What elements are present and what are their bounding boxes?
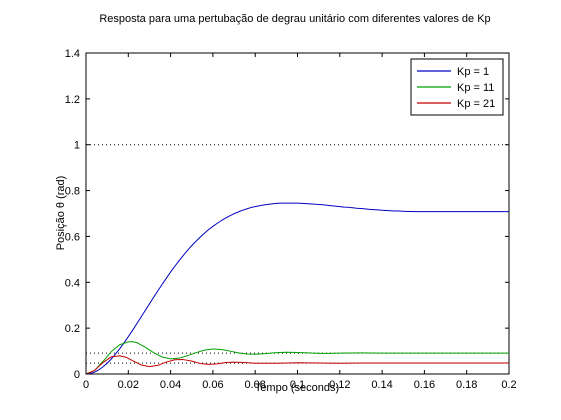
x-tick-label: 0.12: [329, 379, 350, 391]
y-tick-label: 0.6: [65, 231, 80, 243]
y-tick-label: 0.4: [65, 277, 80, 289]
chart-title: Resposta para uma pertubação de degrau u…: [99, 13, 490, 25]
series-line-1: [85, 202, 509, 375]
x-tick-label: 0.02: [118, 379, 139, 391]
legend-label: Kp = 1: [457, 66, 489, 78]
x-tick-label: 0.18: [456, 379, 477, 391]
y-axis-ticks: 0 0.2 0.4 0.6 0.8 1 1.2 1.4: [65, 48, 509, 381]
x-axis-ticks: 0 0.02 0.04 0.06 0.08 0.1 0.12 0.14 0.16 0.18 0.2: [83, 53, 517, 391]
x-axis-label: Tempo (seconds): [255, 382, 339, 394]
series-line-2: [85, 341, 509, 375]
legend-label: Kp = 21: [457, 98, 495, 110]
x-tick-label: 0.16: [414, 379, 435, 391]
y-tick-label: 0.8: [65, 186, 80, 198]
y-tick-label: 0.2: [65, 323, 80, 335]
y-tick-label: 1.4: [65, 48, 80, 60]
y-axis-label: Posição θ (rad): [55, 176, 67, 251]
x-tick-label: 0.08: [244, 379, 265, 391]
y-tick-label: 1: [74, 140, 80, 152]
legend: Kp = 1 Kp = 11 Kp = 21: [410, 58, 504, 116]
series-group: [85, 202, 509, 375]
x-tick-label: 0.1: [290, 379, 305, 391]
x-tick-label: 0.04: [160, 379, 181, 391]
series-line-3: [85, 355, 509, 375]
x-tick-label: 0: [83, 379, 89, 391]
y-tick-label: 0: [74, 369, 80, 381]
x-tick-label: 0.2: [501, 379, 516, 391]
x-tick-label: 0.14: [371, 379, 392, 391]
y-tick-label: 1.2: [65, 94, 80, 106]
x-tick-label: 0.06: [202, 379, 223, 391]
legend-label: Kp = 11: [457, 82, 494, 94]
